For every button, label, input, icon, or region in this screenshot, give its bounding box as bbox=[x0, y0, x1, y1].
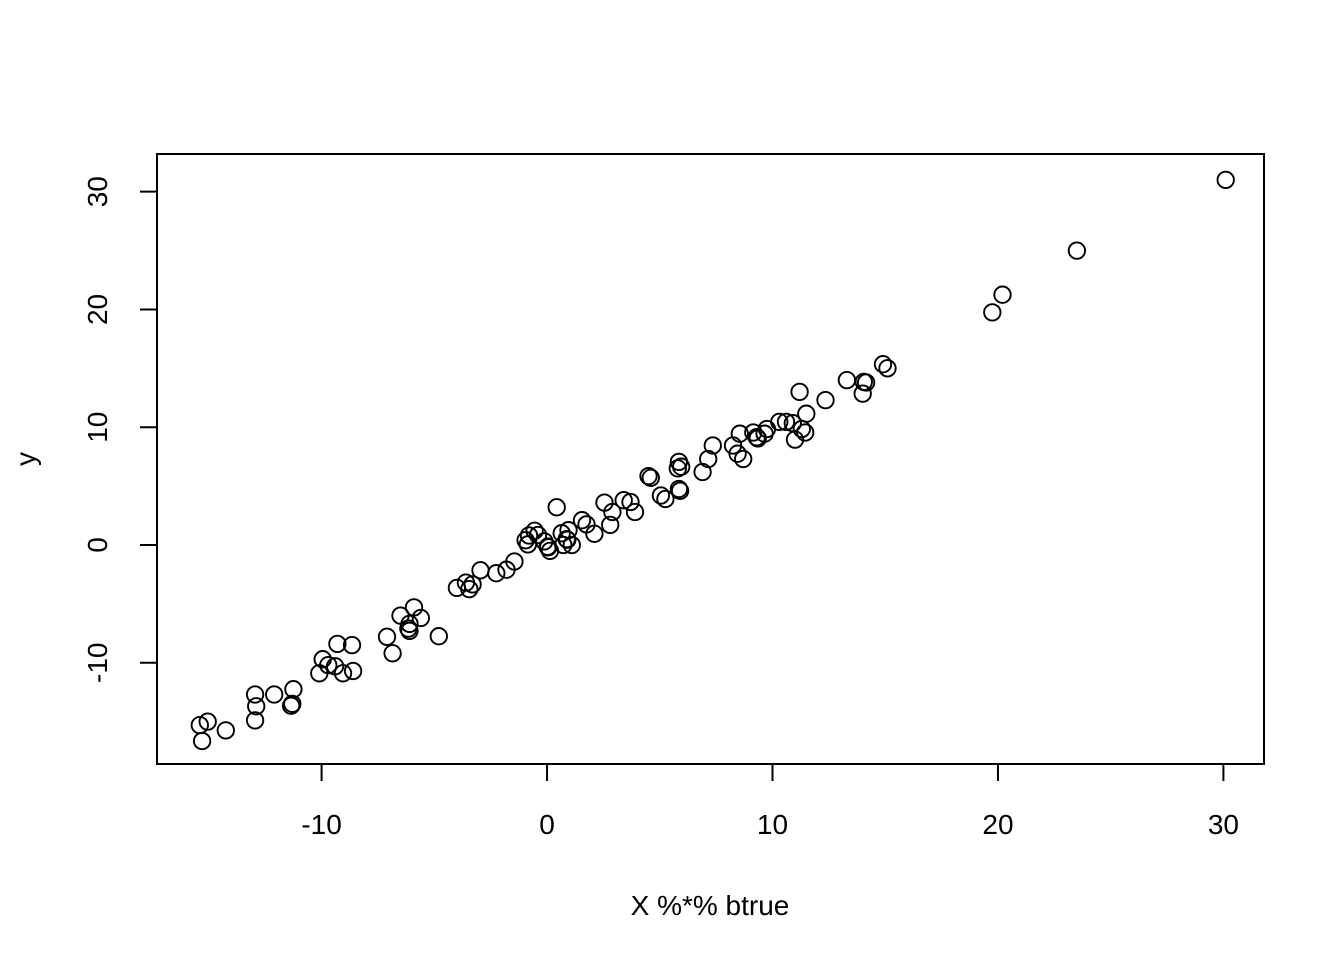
x-tick-label: 30 bbox=[1208, 809, 1239, 840]
y-tick-label: -10 bbox=[82, 642, 113, 682]
x-axis-label: X %*% btrue bbox=[631, 890, 790, 921]
data-point bbox=[505, 552, 524, 571]
data-point bbox=[547, 498, 566, 517]
x-tick-label: -10 bbox=[301, 809, 341, 840]
data-point bbox=[572, 511, 592, 530]
data-point bbox=[1067, 241, 1087, 260]
data-point bbox=[245, 711, 265, 730]
data-point bbox=[621, 492, 640, 512]
data-point bbox=[651, 486, 671, 505]
x-axis-ticks: -10 0 10 20 30 bbox=[301, 764, 1239, 840]
data-point bbox=[463, 575, 482, 594]
data-point bbox=[429, 627, 448, 646]
data-point bbox=[1216, 170, 1235, 190]
data-point bbox=[265, 685, 284, 704]
data-point bbox=[377, 627, 397, 646]
data-point bbox=[519, 526, 539, 545]
data-point bbox=[639, 466, 658, 486]
data-point bbox=[669, 479, 689, 499]
data-point bbox=[562, 535, 581, 555]
y-axis-label: y bbox=[10, 452, 41, 466]
data-point bbox=[216, 721, 235, 740]
data-point bbox=[873, 355, 893, 374]
data-point bbox=[728, 444, 747, 463]
data-point bbox=[192, 731, 212, 751]
data-point bbox=[460, 579, 479, 599]
data-point bbox=[247, 697, 266, 716]
y-tick-label: 10 bbox=[82, 412, 113, 443]
data-point bbox=[672, 457, 691, 476]
data-point bbox=[670, 481, 690, 500]
data-point bbox=[856, 373, 876, 392]
data-point bbox=[342, 635, 362, 655]
data-point bbox=[703, 436, 722, 455]
data-point bbox=[641, 468, 660, 487]
data-points bbox=[190, 170, 1235, 751]
data-point bbox=[993, 285, 1012, 304]
data-point bbox=[816, 390, 835, 410]
data-point bbox=[730, 424, 749, 443]
data-point bbox=[281, 696, 301, 715]
data-point bbox=[333, 664, 353, 683]
data-point bbox=[614, 491, 633, 510]
data-point bbox=[656, 489, 675, 509]
y-tick-label: 0 bbox=[82, 537, 113, 553]
data-point bbox=[528, 525, 548, 545]
data-point bbox=[601, 515, 620, 535]
data-point bbox=[328, 634, 347, 654]
data-point bbox=[770, 412, 789, 432]
data-point bbox=[790, 382, 809, 402]
data-point bbox=[734, 449, 753, 469]
y-tick-label: 30 bbox=[82, 176, 113, 207]
data-point bbox=[343, 661, 363, 681]
data-point bbox=[245, 685, 265, 704]
data-point bbox=[198, 712, 217, 731]
data-point bbox=[983, 303, 1002, 322]
data-point bbox=[525, 521, 544, 540]
y-axis-ticks: -10 0 10 20 30 bbox=[82, 176, 157, 683]
data-point bbox=[776, 412, 796, 432]
data-point bbox=[319, 655, 338, 675]
data-point bbox=[487, 564, 506, 583]
data-point bbox=[625, 502, 645, 522]
plot-border bbox=[156, 153, 1265, 765]
data-point bbox=[837, 370, 857, 390]
data-point bbox=[283, 694, 302, 714]
data-point bbox=[796, 423, 815, 442]
data-point bbox=[878, 359, 897, 378]
y-tick-label: 20 bbox=[82, 294, 113, 325]
data-point bbox=[404, 598, 424, 617]
x-tick-label: 0 bbox=[539, 809, 555, 840]
data-point bbox=[603, 502, 622, 522]
data-point bbox=[699, 449, 718, 469]
data-point bbox=[400, 621, 419, 641]
data-point bbox=[558, 530, 577, 549]
data-point bbox=[744, 423, 763, 442]
data-point bbox=[797, 404, 816, 423]
data-point bbox=[411, 608, 430, 628]
data-point bbox=[853, 384, 872, 403]
data-point bbox=[383, 644, 402, 663]
data-point bbox=[585, 524, 604, 543]
data-point bbox=[471, 561, 490, 580]
x-tick-label: 10 bbox=[757, 809, 788, 840]
x-tick-label: 20 bbox=[982, 809, 1013, 840]
